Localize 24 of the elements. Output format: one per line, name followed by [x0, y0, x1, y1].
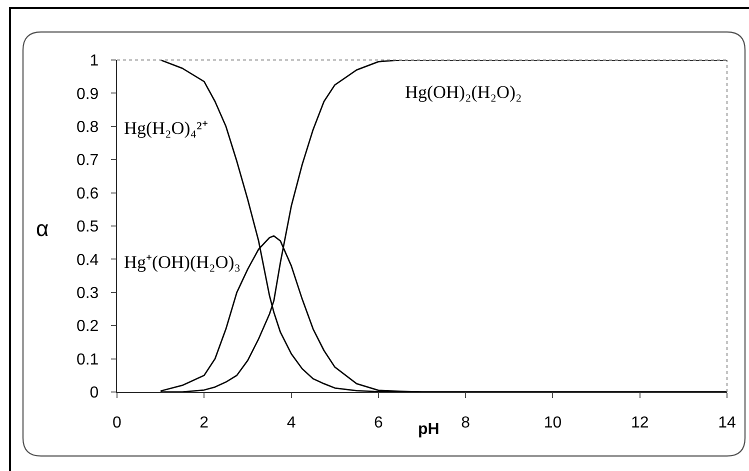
- y-tick-label: 0.7: [76, 152, 99, 170]
- y-tick-label: 0.5: [76, 218, 99, 236]
- x-tick-label: 8: [461, 414, 470, 432]
- y-tick-label: 0.6: [76, 185, 99, 202]
- x-tick-label: 0: [112, 414, 122, 432]
- x-tick-label: 12: [630, 414, 649, 432]
- series-label: Hg(H₂O)₄²⁺: [124, 118, 208, 138]
- y-tick-label: 1: [90, 52, 99, 70]
- x-axis-title: pH: [418, 421, 440, 438]
- x-tick-label: 2: [200, 414, 209, 432]
- y-tick-label: 0: [90, 384, 99, 402]
- y-tick-label: 0.2: [76, 318, 99, 336]
- y-axis-title: α: [36, 216, 49, 241]
- series-label: Hg(OH)₂(H₂O)₂: [405, 82, 522, 102]
- x-tick-label: 4: [286, 414, 296, 432]
- x-tick-label: 10: [544, 414, 562, 432]
- y-tick-label: 0.8: [76, 119, 99, 136]
- y-tick-label: 0.3: [76, 285, 99, 302]
- y-tick-label: 0.1: [76, 351, 99, 368]
- y-tick-label: 0.4: [76, 252, 99, 269]
- x-tick-label: 14: [718, 414, 736, 432]
- x-tick-label: 6: [374, 414, 383, 432]
- y-tick-label: 0.9: [76, 86, 99, 103]
- series-label: Hg⁺(OH)(H₂O)₃: [124, 252, 241, 272]
